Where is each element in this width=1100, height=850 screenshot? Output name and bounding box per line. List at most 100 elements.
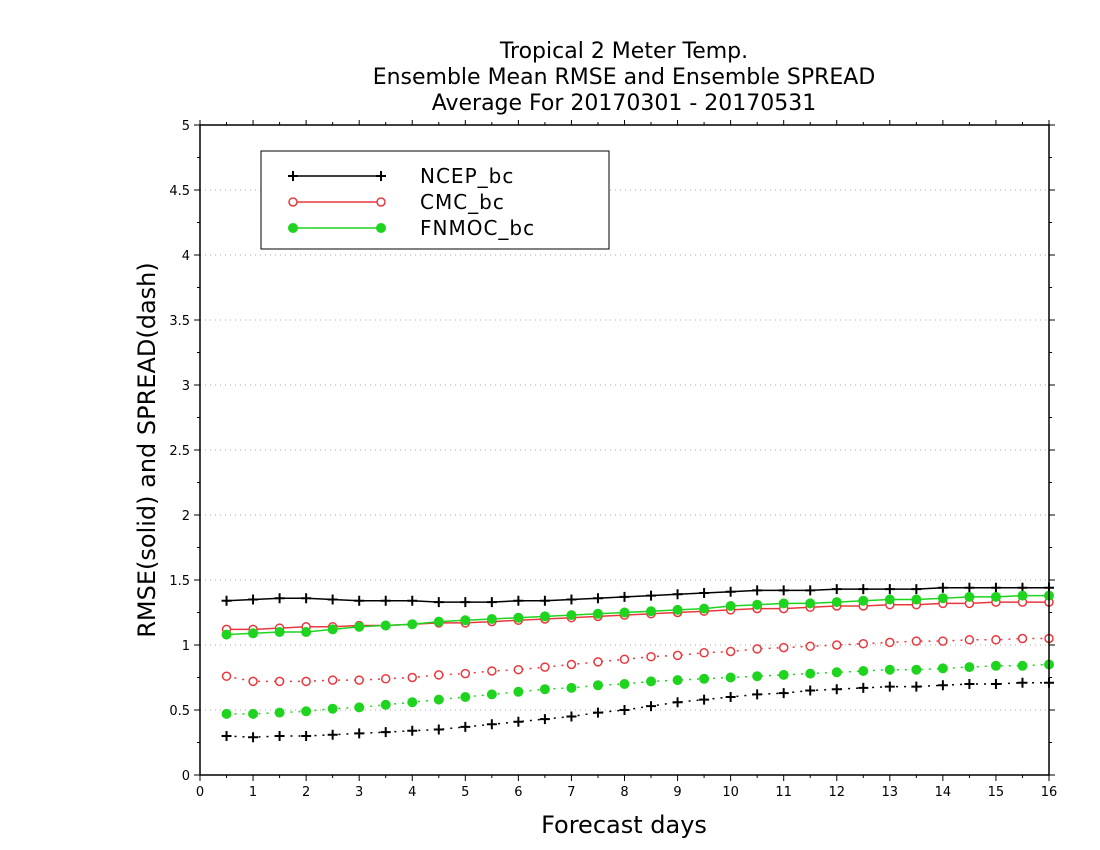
rmse-point-fnmoc-bc bbox=[221, 629, 232, 640]
rmse-point-fnmoc-bc bbox=[725, 601, 736, 611]
plot-series bbox=[221, 582, 1054, 743]
rmse-point-fnmoc-bc bbox=[778, 598, 789, 609]
rmse-point-fnmoc-bc bbox=[407, 619, 418, 630]
rmse-point-ncep-bc bbox=[646, 590, 657, 601]
rmse-point-fnmoc-bc bbox=[566, 610, 577, 621]
x-tick-label: 4 bbox=[408, 785, 416, 800]
spread-point-fnmoc-bc bbox=[486, 689, 497, 700]
spread-point-cmc-bc bbox=[540, 662, 550, 672]
y-tick-label: 2 bbox=[182, 509, 190, 524]
rmse-point-fnmoc-bc bbox=[433, 616, 444, 627]
rmse-point-fnmoc-bc bbox=[327, 624, 338, 635]
spread-point-ncep-bc bbox=[619, 705, 630, 715]
rmse-point-ncep-bc bbox=[725, 586, 736, 597]
rmse-point-ncep-bc bbox=[831, 584, 842, 595]
x-tick-label: 15 bbox=[988, 785, 1005, 800]
rmse-point-fnmoc-bc bbox=[354, 621, 365, 632]
rmse-point-fnmoc-bc bbox=[1017, 590, 1028, 601]
spread-point-fnmoc-bc bbox=[752, 671, 763, 682]
legend-marker-cmc-bc bbox=[376, 197, 386, 207]
spread-point-fnmoc-bc bbox=[672, 675, 683, 686]
y-tick-label: 2.5 bbox=[169, 444, 190, 459]
rmse-point-fnmoc-bc bbox=[592, 608, 603, 619]
spread-point-fnmoc-bc bbox=[248, 708, 259, 719]
rmse-line-cmc-bc bbox=[226, 601, 1049, 631]
spread-point-ncep-bc bbox=[380, 727, 391, 738]
spread-point-cmc-bc bbox=[938, 636, 948, 646]
rmse-point-fnmoc-bc bbox=[964, 591, 975, 602]
spread-point-cmc-bc bbox=[672, 650, 683, 661]
spread-point-ncep-bc bbox=[778, 688, 789, 699]
x-tick-label: 0 bbox=[196, 785, 204, 800]
rmse-point-ncep-bc bbox=[513, 595, 524, 606]
spread-point-ncep-bc bbox=[805, 685, 816, 696]
spread-point-ncep-bc bbox=[513, 716, 524, 727]
series-fnmoc-bc bbox=[221, 590, 1054, 719]
rmse-point-ncep-bc bbox=[248, 594, 259, 605]
spread-point-fnmoc-bc bbox=[831, 667, 842, 678]
spread-point-ncep-bc bbox=[937, 680, 948, 691]
spread-point-cmc-bc bbox=[460, 668, 471, 679]
y-tick-label: 1 bbox=[182, 639, 190, 654]
spread-point-ncep-bc bbox=[248, 732, 259, 743]
spread-point-ncep-bc bbox=[752, 689, 763, 700]
spread-point-cmc-bc bbox=[911, 636, 922, 646]
spread-point-fnmoc-bc bbox=[884, 664, 895, 675]
spread-point-cmc-bc bbox=[327, 675, 338, 685]
legend-marker-ncep-bc bbox=[376, 171, 386, 181]
y-tick-label: 0 bbox=[182, 769, 190, 784]
spread-point-ncep-bc bbox=[725, 692, 736, 702]
y-tick-label: 4 bbox=[182, 249, 190, 264]
rmse-point-fnmoc-bc bbox=[937, 593, 948, 604]
rmse-point-fnmoc-bc bbox=[884, 594, 895, 605]
spread-point-ncep-bc bbox=[354, 728, 365, 739]
x-tick-label: 10 bbox=[722, 785, 739, 800]
spread-point-cmc-bc bbox=[964, 635, 975, 645]
spread-point-fnmoc-bc bbox=[380, 699, 391, 710]
chart-title-line-3: Average For 20170301 - 20170531 bbox=[432, 91, 817, 116]
spread-point-fnmoc-bc bbox=[725, 672, 736, 683]
x-tick-label: 16 bbox=[1041, 785, 1058, 800]
rmse-point-fnmoc-bc bbox=[539, 611, 550, 622]
spread-point-cmc-bc bbox=[407, 672, 417, 683]
spread-point-ncep-bc bbox=[592, 707, 603, 718]
rmse-point-ncep-bc bbox=[301, 593, 312, 604]
rmse-point-fnmoc-bc bbox=[486, 614, 497, 624]
spread-line-fnmoc-bc bbox=[226, 663, 1050, 715]
spread-point-fnmoc-bc bbox=[1017, 660, 1028, 671]
spread-point-ncep-bc bbox=[221, 731, 232, 741]
spread-point-fnmoc-bc bbox=[858, 666, 869, 676]
spread-point-cmc-bc bbox=[885, 637, 895, 648]
spread-point-ncep-bc bbox=[699, 694, 710, 705]
legend-label-fnmoc-bc: FNMOC_bc bbox=[420, 216, 535, 240]
spread-point-fnmoc-bc bbox=[433, 694, 444, 705]
spread-point-fnmoc-bc bbox=[937, 663, 948, 674]
spread-point-cmc-bc bbox=[1017, 633, 1028, 644]
spread-point-ncep-bc bbox=[990, 679, 1001, 689]
spread-point-fnmoc-bc bbox=[778, 669, 789, 680]
spread-point-fnmoc-bc bbox=[407, 697, 418, 708]
legend-label-cmc-bc: CMC_bc bbox=[420, 190, 505, 214]
rmse-point-fnmoc-bc bbox=[990, 591, 1001, 602]
spread-point-ncep-bc bbox=[460, 721, 471, 732]
rmse-point-ncep-bc bbox=[566, 594, 577, 605]
x-tick-label: 6 bbox=[514, 785, 522, 800]
legend-box bbox=[260, 150, 610, 250]
rmse-point-ncep-bc bbox=[805, 585, 816, 596]
rmse-point-ncep-bc bbox=[672, 589, 683, 600]
spread-point-ncep-bc bbox=[964, 679, 975, 689]
spread-point-fnmoc-bc bbox=[911, 664, 922, 675]
spread-point-cmc-bc bbox=[646, 651, 656, 662]
x-tick-label: 13 bbox=[882, 785, 899, 800]
legend-item-cmc-bc: CMC_bc bbox=[288, 190, 505, 214]
y-tick-label: 1.5 bbox=[169, 574, 190, 589]
x-axis-label: Forecast days bbox=[541, 811, 707, 839]
spread-point-cmc-bc bbox=[725, 646, 736, 657]
rmse-point-ncep-bc bbox=[486, 597, 497, 608]
rmse-line-ncep-bc bbox=[226, 587, 1049, 603]
spread-point-cmc-bc bbox=[354, 675, 364, 685]
x-tick-label: 9 bbox=[673, 785, 681, 800]
legend-label-ncep-bc: NCEP_bc bbox=[420, 164, 514, 188]
rmse-point-fnmoc-bc bbox=[805, 598, 816, 609]
spread-point-cmc-bc bbox=[593, 657, 603, 667]
